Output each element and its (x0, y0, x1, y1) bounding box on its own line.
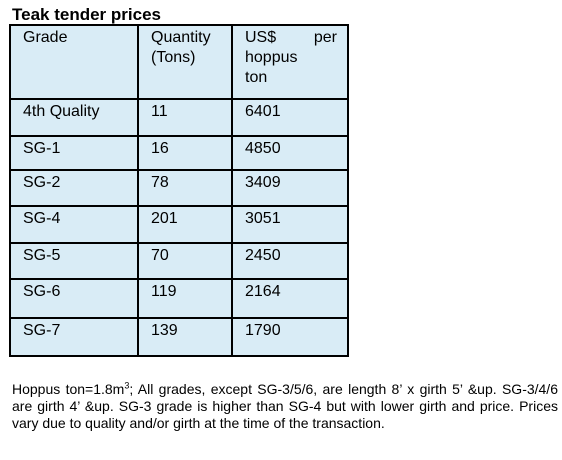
cell-quantity: 70 (139, 244, 233, 280)
page-title: Teak tender prices (12, 5, 161, 24)
header-quantity-line1: Quantity (151, 29, 211, 46)
cell-price: 3051 (233, 207, 347, 244)
header-price-line2: hoppus (245, 49, 298, 66)
cell-grade: SG-7 (11, 319, 139, 355)
header-price-word2: per (313, 29, 337, 46)
footnote-superscript: 3 (124, 380, 130, 391)
cell-price: 1790 (233, 319, 347, 355)
cell-price: 3409 (233, 171, 347, 207)
header-price-label: US$ per hoppus ton (245, 28, 337, 88)
cell-price: 2450 (233, 244, 347, 280)
cell-grade: SG-1 (11, 137, 139, 171)
footnote-text-start: Hoppus ton=1.8m (12, 381, 125, 397)
cell-quantity: 201 (139, 207, 233, 244)
cell-grade: SG-6 (11, 280, 139, 319)
cell-price: 4850 (233, 137, 347, 171)
cell-quantity: 119 (139, 280, 233, 319)
table-row: SG-6 119 2164 (11, 280, 347, 319)
cell-price: 6401 (233, 100, 347, 137)
table-row: SG-2 78 3409 (11, 171, 347, 207)
header-quantity: Quantity (Tons) (139, 26, 233, 100)
cell-quantity: 78 (139, 171, 233, 207)
cell-quantity: 16 (139, 137, 233, 171)
cell-grade: SG-5 (11, 244, 139, 280)
footnote-text-rest: ; All grades, except SG-3/5/6, are lengt… (12, 381, 558, 431)
header-quantity-line2: (Tons) (151, 49, 196, 66)
table-row: 4th Quality 11 6401 (11, 100, 347, 137)
header-price-line1: US$ per (245, 28, 337, 48)
cell-price: 2164 (233, 280, 347, 319)
header-grade: Grade (11, 26, 139, 100)
table-row: SG-4 201 3051 (11, 207, 347, 244)
header-price-line3: ton (245, 69, 268, 86)
table-row: SG-5 70 2450 (11, 244, 347, 280)
table-row: SG-1 16 4850 (11, 137, 347, 171)
cell-grade: SG-2 (11, 171, 139, 207)
cell-quantity: 11 (139, 100, 233, 137)
cell-grade: SG-4 (11, 207, 139, 244)
price-table-grid: Grade Quantity (Tons) US$ per hoppus ton… (11, 26, 347, 355)
price-table: Grade Quantity (Tons) US$ per hoppus ton… (9, 24, 349, 357)
cell-quantity: 139 (139, 319, 233, 355)
cell-grade: 4th Quality (11, 100, 139, 137)
header-price-word1: US$ (245, 29, 277, 46)
footnote: Hoppus ton=1.8m3; All grades, except SG-… (12, 381, 558, 432)
header-grade-label: Grade (23, 29, 68, 46)
table-header-row: Grade Quantity (Tons) US$ per hoppus ton (11, 26, 347, 100)
header-price: US$ per hoppus ton (233, 26, 347, 100)
table-row: SG-7 139 1790 (11, 319, 347, 355)
